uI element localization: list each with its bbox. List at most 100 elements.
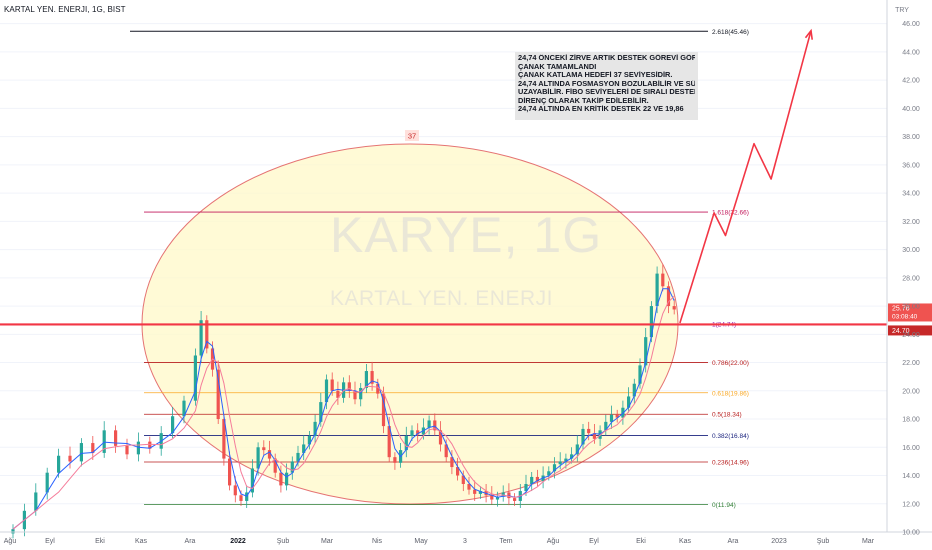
candle-body [495,496,500,500]
candle-body [68,455,72,462]
x-tick-label: 2023 [771,538,787,545]
candle-body [11,529,15,534]
candle-body [125,445,129,455]
ma-slow-line [12,295,675,530]
candle-body [267,450,272,459]
candle-body [228,458,232,486]
candle-body [564,458,568,462]
note-line: ÇANAK TAMAMLANDI [518,62,597,71]
candle-body [649,306,653,338]
candle-body [433,420,437,431]
y-tick-label: 24.00 [902,332,920,339]
candle-body [279,472,283,486]
candle-body [136,441,140,455]
candle-body [655,273,659,307]
last-price-label: 25.76 [892,305,910,312]
x-tick-label: Eki [636,538,646,545]
candle-body [661,273,665,287]
target-label-bg [405,130,419,141]
candle-body [552,464,557,472]
candle-body [199,320,203,356]
candle-body [416,430,420,435]
candle-body [239,495,243,501]
candle-body [57,455,61,473]
candle-body [290,461,294,473]
y-tick-label: 20.00 [902,388,920,395]
y-tick-label: 18.00 [902,417,920,424]
candle-body [450,457,454,468]
y-tick-label: 26.00 [902,304,920,311]
candle-body [262,447,266,451]
candle-body [609,414,614,422]
y-tick-label: 28.00 [902,275,920,282]
candle-body [330,379,334,391]
candle-body [79,443,83,462]
analysis-note[interactable]: 24,74 ÖNCEKİ ZİRVE ARTIK DESTEK GÖREVİ G… [515,52,698,120]
moving-averages [12,288,675,530]
candle-body [604,421,608,431]
candle-body [336,390,340,398]
candle-body [530,476,534,484]
candle-body [587,428,591,434]
fib-label: 0.618(19.86) [712,390,749,397]
candle-body [222,419,226,459]
x-tick-label: Tem [499,538,512,545]
candle-body [364,371,368,388]
projection-path [679,30,812,324]
note-line: DİRENÇ OLARAK TAKİP EDİLEBİLİR. [518,96,649,105]
candle-body [324,379,329,403]
candle-body [638,365,642,384]
y-tick-label: 16.00 [902,445,920,452]
price-axis: TRY 10.00 12.00 14.00 16.00 18.00 20.00 22.00 24… [0,0,932,537]
candle-body [91,443,95,453]
candle-body [615,414,619,418]
y-tick-label: 14.00 [902,473,920,480]
candle-body [513,498,517,501]
fib-label: 0.786(22.00) [712,360,749,367]
candle-body [666,286,671,307]
candle-body [461,475,465,484]
y-tick-label: 46.00 [902,21,920,28]
candle-body [427,420,431,428]
candle-body [404,435,408,451]
watermark-name: KARTAL YEN. ENERJI [330,287,553,310]
candle-body [296,452,300,462]
candle-body [438,430,443,445]
candle-body [524,483,528,492]
candle-body [473,489,477,494]
candle-body [216,369,220,420]
candle-body [285,472,289,486]
candle-body [114,430,118,446]
candle-body [302,444,306,453]
last-price-badge [888,303,932,322]
x-tick-label: 2022 [230,538,246,545]
candle-body [627,396,631,408]
candle-body [507,492,511,499]
x-tick-label: Eyl [45,538,55,545]
candle-body [319,402,323,422]
candle-body [570,454,574,459]
x-tick-label: Mar [862,538,875,545]
candle-body [672,306,676,310]
candle-body [592,433,596,439]
candle-body [467,483,471,490]
x-tick-label: May [414,538,428,545]
fib-label: 2.618(45.46) [712,29,749,36]
x-tick-label: Ağu [4,538,17,545]
y-tick-label: 10.00 [902,530,920,537]
watermark-symbol: KARYE, 1G [330,207,603,263]
candle-body [34,492,38,511]
fib-label: 1.618(32.66) [712,210,749,217]
candle-body [387,426,391,458]
note-line: 24,74 ALTINDA FOSMASYON BOZULABİLİR VE S… [518,79,695,88]
y-tick-label: 34.00 [902,191,920,198]
candle-body [193,355,197,401]
candle-body [547,471,551,476]
candle-body [45,472,49,493]
candle-body [393,457,397,463]
y-tick-label: 40.00 [902,106,920,113]
x-tick-label: Mar [321,538,334,545]
x-tick-label: Kas [135,538,148,545]
